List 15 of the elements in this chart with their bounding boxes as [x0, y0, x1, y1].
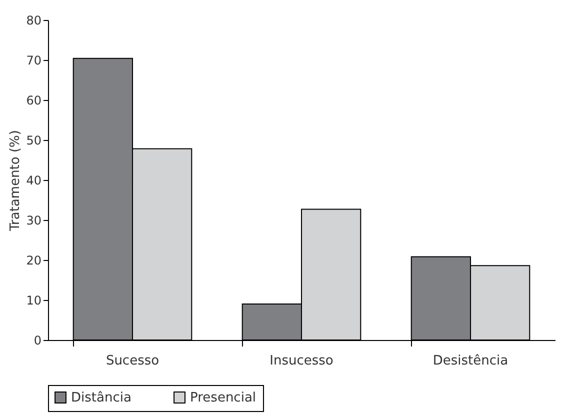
legend-label: Distância	[71, 390, 132, 406]
legend-label: Presencial	[190, 390, 256, 406]
y-tick-label: 80	[26, 14, 42, 28]
y-tick-label: 70	[26, 54, 42, 68]
y-tick-label: 30	[26, 214, 42, 228]
x-tick-label: Sucesso	[106, 354, 160, 368]
y-axis-title: Tratamento (%)	[8, 130, 24, 232]
y-tick-label: 60	[26, 94, 42, 108]
y-tick-label: 20	[26, 254, 42, 268]
y-tick-label: 50	[26, 134, 42, 148]
y-tick-label: 40	[26, 174, 42, 188]
x-tick-label: Insucesso	[270, 354, 334, 368]
x-tick-label: Desistência	[432, 354, 508, 368]
y-tick-label: 10	[26, 294, 42, 308]
y-tick-label: 0	[34, 334, 42, 348]
